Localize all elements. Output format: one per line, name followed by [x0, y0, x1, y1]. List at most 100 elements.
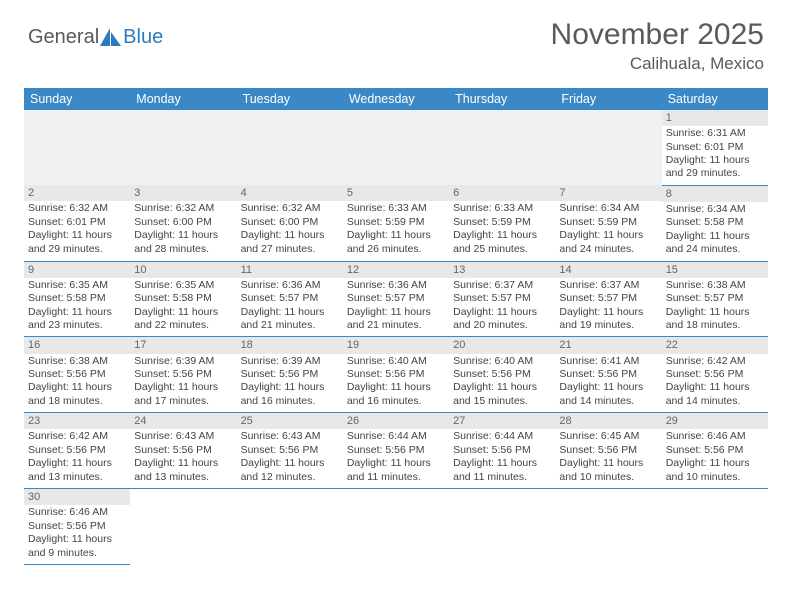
- day-number: 14: [555, 262, 661, 278]
- day-cell: 10Sunrise: 6:35 AMSunset: 5:58 PMDayligh…: [130, 261, 236, 337]
- day-info: Sunrise: 6:38 AMSunset: 5:56 PMDaylight:…: [28, 355, 126, 409]
- day-cell: 12Sunrise: 6:36 AMSunset: 5:57 PMDayligh…: [343, 261, 449, 337]
- day-cell: 21 Sunrise: 6:41 AMSunset: 5:56 PMDayligh…: [555, 337, 661, 413]
- day-info: Sunrise: 6:33 AMSunset: 5:59 PMDaylight:…: [347, 202, 445, 256]
- day-number: 29: [662, 413, 768, 429]
- day-info: Sunrise: 6:35 AMSunset: 5:58 PMDaylight:…: [134, 279, 232, 333]
- day-info: Sunrise: 6:41 AMSunset: 5:56 PMDaylight:…: [559, 355, 657, 409]
- day-info: Sunrise: 6:32 AMSunset: 6:00 PMDaylight:…: [134, 202, 232, 256]
- day-cell: 26Sunrise: 6:44 AMSunset: 5:56 PMDayligh…: [343, 413, 449, 489]
- logo: General Blue: [28, 26, 163, 49]
- day-info: Sunrise: 6:40 AMSunset: 5:56 PMDaylight:…: [453, 355, 551, 409]
- day-number: 7: [555, 185, 661, 201]
- day-number: 17: [130, 337, 236, 353]
- day-info: Sunrise: 6:33 AMSunset: 5:59 PMDaylight:…: [453, 202, 551, 256]
- day-cell: 29Sunrise: 6:46 AMSunset: 5:56 PMDayligh…: [662, 413, 768, 489]
- day-number: 15: [662, 262, 768, 278]
- day-number: 4: [237, 185, 343, 201]
- day-number: 30: [24, 489, 130, 505]
- day-info: Sunrise: 6:44 AMSunset: 5:56 PMDaylight:…: [347, 430, 445, 484]
- day-cell: 27Sunrise: 6:44 AMSunset: 5:56 PMDayligh…: [449, 413, 555, 489]
- calendar-table: Sunday Monday Tuesday Wednesday Thursday…: [24, 88, 768, 565]
- day-header: Friday: [555, 88, 661, 110]
- day-info: Sunrise: 6:46 AMSunset: 5:56 PMDaylight:…: [666, 430, 764, 484]
- day-cell: [343, 489, 449, 565]
- day-info: Sunrise: 6:40 AMSunset: 5:56 PMDaylight:…: [347, 355, 445, 409]
- day-number: 26: [343, 413, 449, 429]
- header: General Blue November 2025 Calihuala, Me…: [0, 0, 792, 82]
- week-row: 16 Sunrise: 6:38 AMSunset: 5:56 PMDayligh…: [24, 337, 768, 413]
- day-cell: [449, 110, 555, 185]
- day-cell: [555, 489, 661, 565]
- day-cell: 5Sunrise: 6:33 AMSunset: 5:59 PMDaylight…: [343, 185, 449, 261]
- day-header: Sunday: [24, 88, 130, 110]
- day-cell: 16 Sunrise: 6:38 AMSunset: 5:56 PMDayligh…: [24, 337, 130, 413]
- day-cell: [130, 110, 236, 185]
- day-info: Sunrise: 6:43 AMSunset: 5:56 PMDaylight:…: [134, 430, 232, 484]
- day-header-row: Sunday Monday Tuesday Wednesday Thursday…: [24, 88, 768, 110]
- day-cell: 11Sunrise: 6:36 AMSunset: 5:57 PMDayligh…: [237, 261, 343, 337]
- day-info: Sunrise: 6:32 AMSunset: 6:01 PMDaylight:…: [28, 202, 126, 256]
- day-cell: 6Sunrise: 6:33 AMSunset: 5:59 PMDaylight…: [449, 185, 555, 261]
- day-info: Sunrise: 6:39 AMSunset: 5:56 PMDaylight:…: [241, 355, 339, 409]
- logo-sail-icon: [100, 28, 122, 46]
- day-info: Sunrise: 6:34 AMSunset: 5:59 PMDaylight:…: [559, 202, 657, 256]
- week-row: 9Sunrise: 6:35 AMSunset: 5:58 PMDaylight…: [24, 261, 768, 337]
- day-cell: 4Sunrise: 6:32 AMSunset: 6:00 PMDaylight…: [237, 185, 343, 261]
- day-number: 11: [237, 262, 343, 278]
- day-cell: 2Sunrise: 6:32 AMSunset: 6:01 PMDaylight…: [24, 185, 130, 261]
- day-header: Thursday: [449, 88, 555, 110]
- day-cell: 20 Sunrise: 6:40 AMSunset: 5:56 PMDayligh…: [449, 337, 555, 413]
- day-cell: [130, 489, 236, 565]
- day-cell: 1Sunrise: 6:31 AMSunset: 6:01 PMDaylight…: [662, 110, 768, 185]
- day-cell: 17 Sunrise: 6:39 AMSunset: 5:56 PMDayligh…: [130, 337, 236, 413]
- day-number: 10: [130, 262, 236, 278]
- day-info: Sunrise: 6:46 AMSunset: 5:56 PMDaylight:…: [28, 506, 126, 560]
- day-number: 6: [449, 185, 555, 201]
- day-info: Sunrise: 6:42 AMSunset: 5:56 PMDaylight:…: [666, 355, 764, 409]
- day-number: 25: [237, 413, 343, 429]
- logo-text-1: General: [28, 26, 99, 49]
- day-number: 22: [662, 337, 768, 353]
- day-number: 23: [24, 413, 130, 429]
- day-number: 27: [449, 413, 555, 429]
- day-cell: 13Sunrise: 6:37 AMSunset: 5:57 PMDayligh…: [449, 261, 555, 337]
- day-cell: 25Sunrise: 6:43 AMSunset: 5:56 PMDayligh…: [237, 413, 343, 489]
- day-cell: [237, 489, 343, 565]
- day-info: Sunrise: 6:36 AMSunset: 5:57 PMDaylight:…: [241, 279, 339, 333]
- month-title: November 2025: [551, 18, 764, 52]
- day-cell: 23Sunrise: 6:42 AMSunset: 5:56 PMDayligh…: [24, 413, 130, 489]
- day-cell: 15Sunrise: 6:38 AMSunset: 5:57 PMDayligh…: [662, 261, 768, 337]
- day-number: 18: [237, 337, 343, 353]
- day-number: 3: [130, 185, 236, 201]
- day-info: Sunrise: 6:45 AMSunset: 5:56 PMDaylight:…: [559, 430, 657, 484]
- day-number: 5: [343, 185, 449, 201]
- day-number: 24: [130, 413, 236, 429]
- day-header: Monday: [130, 88, 236, 110]
- day-header: Saturday: [662, 88, 768, 110]
- day-cell: 8Sunrise: 6:34 AMSunset: 5:58 PMDaylight…: [662, 185, 768, 261]
- day-header: Tuesday: [237, 88, 343, 110]
- day-number: 16: [24, 337, 130, 353]
- day-info: Sunrise: 6:37 AMSunset: 5:57 PMDaylight:…: [453, 279, 551, 333]
- day-info: Sunrise: 6:36 AMSunset: 5:57 PMDaylight:…: [347, 279, 445, 333]
- logo-text-2: Blue: [123, 26, 163, 49]
- day-cell: 18 Sunrise: 6:39 AMSunset: 5:56 PMDayligh…: [237, 337, 343, 413]
- day-header: Wednesday: [343, 88, 449, 110]
- day-cell: [449, 489, 555, 565]
- week-row: 1Sunrise: 6:31 AMSunset: 6:01 PMDaylight…: [24, 110, 768, 185]
- day-info: Sunrise: 6:39 AMSunset: 5:56 PMDaylight:…: [134, 355, 232, 409]
- day-info: Sunrise: 6:44 AMSunset: 5:56 PMDaylight:…: [453, 430, 551, 484]
- day-cell: 22 Sunrise: 6:42 AMSunset: 5:56 PMDayligh…: [662, 337, 768, 413]
- title-block: November 2025 Calihuala, Mexico: [551, 18, 764, 74]
- day-cell: 28Sunrise: 6:45 AMSunset: 5:56 PMDayligh…: [555, 413, 661, 489]
- day-number: 20: [449, 337, 555, 353]
- day-cell: [24, 110, 130, 185]
- day-info: Sunrise: 6:38 AMSunset: 5:57 PMDaylight:…: [666, 279, 764, 333]
- day-number: 2: [24, 185, 130, 201]
- day-number: 21: [555, 337, 661, 353]
- day-cell: [662, 489, 768, 565]
- day-cell: [343, 110, 449, 185]
- day-info: Sunrise: 6:37 AMSunset: 5:57 PMDaylight:…: [559, 279, 657, 333]
- week-row: 30Sunrise: 6:46 AMSunset: 5:56 PMDayligh…: [24, 489, 768, 565]
